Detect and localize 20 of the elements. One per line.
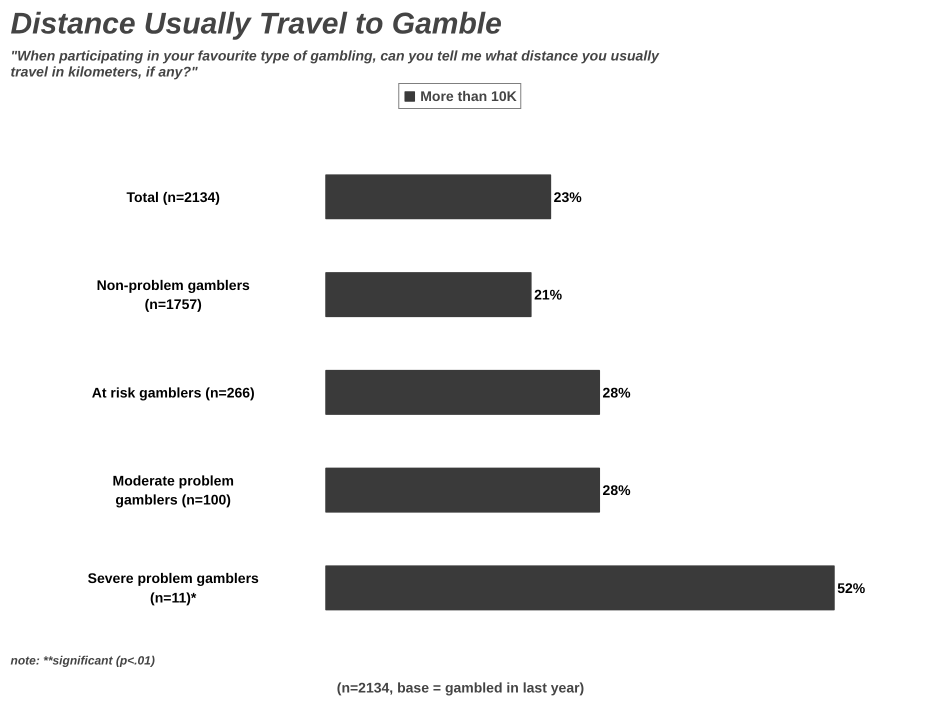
y-tick-label: Non-problem gamblers (n=1757) [96, 276, 250, 312]
bar [325, 370, 600, 415]
data-label: 28% [602, 482, 632, 498]
y-tick-label: Total (n=2134) [126, 188, 220, 205]
data-label: 28% [602, 384, 632, 400]
data-label: 52% [837, 580, 866, 596]
y-tick-label: Severe problem gamblers (n=11)* [88, 570, 260, 606]
bar [325, 272, 532, 318]
data-label: 21% [534, 286, 563, 303]
bar [325, 468, 600, 513]
bar [325, 174, 552, 220]
text: note: **significant (p<.01) [10, 654, 155, 668]
chart-subtitle: "When participating in your favourite type of gambling, can you tell me what distance you usually travel in kilometers, if any?" [10, 48, 660, 80]
bar [325, 565, 835, 610]
y-tick-label: At risk gamblers (n=266) [92, 384, 255, 400]
y-tick-label: Moderate problem gamblers (n=100) [112, 472, 234, 508]
data-label: 23% [554, 188, 582, 205]
chart-title: Distance Usually Travel to Gamble [10, 8, 502, 40]
legend-label: More than 10K [420, 88, 517, 104]
text: (n=2134, base = gambled in last year) [336, 680, 584, 696]
